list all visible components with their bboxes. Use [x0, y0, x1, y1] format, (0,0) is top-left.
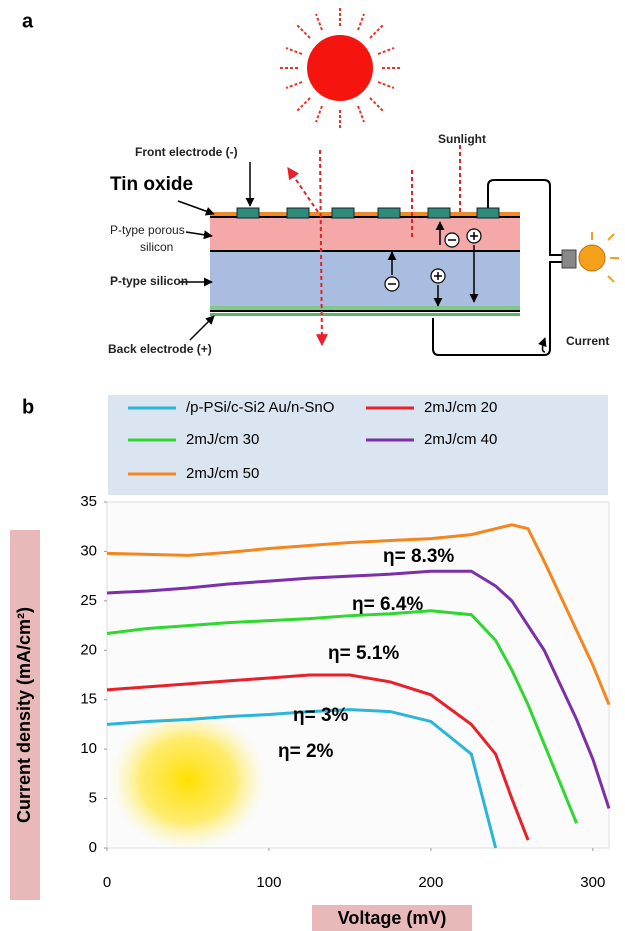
x-tick-label: 200: [418, 874, 443, 891]
legend-label: 2mJ/cm 20: [424, 399, 497, 416]
label-current: Current: [566, 334, 609, 348]
label-front-electrode: Front electrode (-): [135, 145, 238, 159]
panel-label: b: [22, 396, 34, 418]
y-tick-label: 35: [80, 493, 97, 510]
legend-box: [108, 395, 608, 495]
figure: a: [0, 0, 625, 931]
legend-label: 2mJ/cm 30: [186, 431, 259, 448]
x-tick-label: 300: [580, 874, 605, 891]
x-tick-label: 0: [103, 874, 111, 891]
annotation: η= 8.3%: [383, 546, 454, 567]
y-tick-label: 10: [80, 740, 97, 757]
label-p-silicon: P-type silicon: [110, 274, 188, 288]
y-tick-label: 25: [80, 592, 97, 609]
panel-label: a: [22, 10, 34, 32]
y-tick-label: 30: [80, 542, 97, 559]
label-porous: silicon: [140, 240, 173, 254]
label-porous: P-type porous: [110, 223, 185, 237]
y-tick-label: 15: [80, 691, 97, 708]
annotation: η= 2%: [278, 741, 334, 762]
x-axis-label: Voltage (mV): [338, 908, 447, 928]
legend-label: 2mJ/cm 50: [186, 465, 259, 482]
annotation: η= 3%: [293, 705, 349, 726]
sun: [280, 8, 400, 128]
annotation: η= 5.1%: [328, 643, 399, 664]
y-axis-label: Current density (mA/cm²): [14, 607, 34, 823]
glow: [110, 710, 266, 850]
legend-label: /p-PSi/c-Si2 Au/n-SnO: [186, 399, 334, 416]
y-tick-label: 20: [80, 641, 97, 658]
y-tick-label: 0: [89, 839, 97, 856]
annotation: η= 6.4%: [352, 594, 423, 615]
legend-label: 2mJ/cm 40: [424, 431, 497, 448]
label-tin-oxide: Tin oxide: [110, 174, 193, 195]
y-tick-label: 5: [89, 790, 97, 807]
label-back-electrode: Back electrode (+): [108, 342, 212, 356]
x-tick-label: 100: [256, 874, 281, 891]
label-sunlight: Sunlight: [438, 132, 486, 146]
solar-cell: [178, 145, 619, 355]
